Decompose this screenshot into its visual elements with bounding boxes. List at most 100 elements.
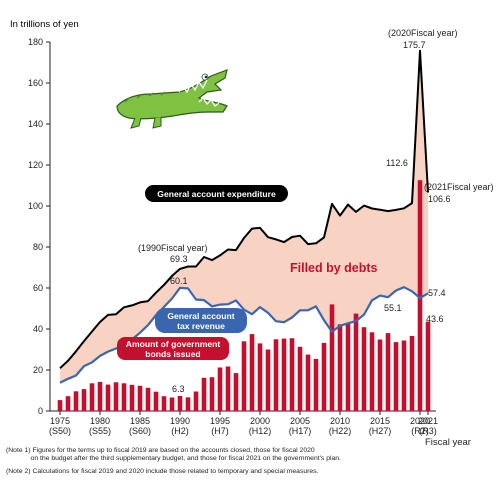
bond-bar (281, 338, 287, 411)
bond-bar (209, 377, 215, 411)
x-tick-era-label: (H17) (289, 426, 312, 436)
bond-bar (225, 366, 231, 411)
bond-bar (361, 327, 367, 411)
bond-bar (153, 391, 159, 411)
annotation-fy2020-value: 175.7 (403, 40, 426, 50)
footnote-2: (Note 2) Calculations for fiscal 2019 an… (6, 468, 319, 475)
bond-bar (385, 333, 391, 411)
bond-bar (193, 391, 199, 411)
x-tick-era-label: (S50) (49, 426, 71, 436)
bond-bar (65, 396, 71, 411)
bond-bar (145, 387, 151, 411)
expenditure-label: General account expenditure (145, 185, 288, 202)
bond-bar (377, 339, 383, 411)
bond-bar (289, 338, 295, 411)
annotation-bonds-2021: 43.6 (426, 314, 444, 324)
x-tick-label: 1985 (130, 416, 150, 426)
annotation-bonds-2020: 112.6 (386, 158, 408, 168)
x-tick-era-label: (R3) (419, 426, 437, 436)
x-tick-label: 2020 (410, 416, 430, 426)
x-tick-era-label: (R2) (411, 426, 429, 436)
bond-bar (57, 400, 63, 411)
bond-bar (257, 343, 263, 411)
bond-bar (329, 304, 335, 411)
x-tick-label: 1995 (210, 416, 230, 426)
bond-bar (97, 381, 103, 411)
bond-bar (337, 324, 343, 411)
y-tick-label: 60 (33, 283, 43, 293)
debt-fill-area (60, 50, 428, 383)
annotation-tax-2020: 55.1 (384, 303, 402, 313)
x-tick-era-label: (H22) (329, 426, 352, 436)
tax-revenue-label: General account tax revenue (155, 308, 247, 333)
x-axis-title: Fiscal year (425, 437, 471, 448)
debt-fill-path (60, 50, 428, 383)
x-tick-label: 1990 (170, 416, 190, 426)
bond-bar (313, 358, 319, 411)
bonds-label: Amount of government bonds issued (117, 337, 229, 360)
bond-bar (297, 346, 303, 411)
bond-bar (137, 385, 143, 411)
bond-bar (353, 313, 359, 411)
y-tick-label: 20 (33, 365, 43, 375)
y-axis-unit: In trillions of yen (10, 19, 79, 30)
x-tick-era-label: (H27) (369, 426, 392, 436)
svg-text:Amount of government: Amount of government (126, 339, 221, 349)
bond-bar (265, 349, 271, 411)
y-tick-label: 120 (28, 160, 43, 170)
bond-bar (169, 397, 175, 411)
x-tick-label: 2021 (418, 416, 438, 426)
x-tick-era-label: (S55) (89, 426, 111, 436)
x-tick-label: 2005 (290, 416, 310, 426)
x-tick-era-label: (H12) (249, 426, 272, 436)
svg-text:tax revenue: tax revenue (177, 321, 225, 331)
bond-bar (401, 340, 407, 411)
annotation-tax-2021: 57.4 (428, 288, 446, 298)
footnote-1: (Note 1) Figures for the terms up to fis… (6, 447, 341, 463)
x-tick-label: 1980 (90, 416, 110, 426)
x-tick-label: 2010 (330, 416, 350, 426)
y-tick-label: 40 (33, 324, 43, 334)
y-tick-label: 180 (28, 37, 43, 47)
bond-bar (201, 377, 207, 411)
y-tick-label: 80 (33, 242, 43, 252)
bond-bar (321, 342, 327, 411)
bond-bar (185, 397, 191, 411)
crocodile-icon (116, 69, 228, 129)
bond-bar (113, 382, 119, 411)
svg-text:bonds issued: bonds issued (145, 349, 200, 359)
x-tick-label: 2000 (250, 416, 270, 426)
svg-text:General account expenditure: General account expenditure (157, 189, 276, 199)
y-tick-label: 140 (28, 119, 43, 129)
bond-bar (273, 339, 279, 412)
bond-bar (89, 383, 95, 411)
bond-bar (369, 332, 375, 411)
y-tick-label: 0 (38, 406, 43, 416)
svg-text:General account: General account (167, 311, 234, 321)
bond-bar (129, 384, 135, 411)
bond-bar (409, 336, 415, 411)
annotation-fy2021: (2021Fiscal year) (424, 182, 494, 192)
y-tick-label: 100 (28, 201, 43, 211)
annotation-tax-1990: 60.1 (170, 276, 188, 286)
bond-bar (233, 373, 239, 411)
annotation-fy2021-value: 106.6 (428, 194, 451, 204)
annotation-fy1990: (1990Fiscal year) (138, 243, 208, 253)
x-tick-era-label: (H2) (171, 426, 189, 436)
x-tick-label: 2015 (370, 416, 390, 426)
bond-bar (177, 396, 183, 411)
bond-bar (121, 383, 127, 411)
debt-region-label: Filled by debts (290, 261, 378, 275)
x-tick-label: 1975 (50, 416, 70, 426)
bond-bar (105, 384, 111, 411)
bond-bar (305, 354, 311, 411)
expenditure-line (59, 49, 429, 369)
annotation-bonds-1990: 6.3 (172, 384, 185, 394)
bond-bar (161, 396, 167, 411)
annotation-fy1990-value: 69.3 (170, 254, 188, 264)
annotation-fy2020: (2020Fiscal year) (388, 28, 458, 38)
x-tick-era-label: (S60) (129, 426, 151, 436)
x-tick-era-label: (H7) (211, 426, 229, 436)
bond-bar (417, 180, 423, 411)
